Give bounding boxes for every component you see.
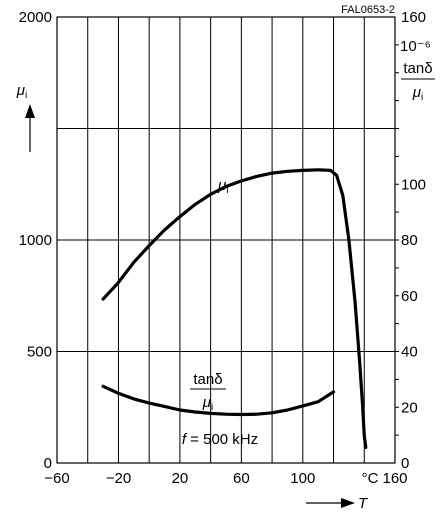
series-line-tan-delta bbox=[101, 384, 336, 417]
right-axis-label-numerator: tanδ bbox=[403, 60, 432, 77]
left-axis-label-mu: μi bbox=[16, 82, 27, 101]
x-tick-label: 160 bbox=[382, 470, 407, 487]
y-right-tick-label: 0 bbox=[401, 455, 409, 472]
right-axis-label-denominator: μi bbox=[412, 84, 423, 103]
series-line-mu-i bbox=[101, 168, 368, 449]
y-right-tick-label: 100 bbox=[401, 176, 426, 193]
right-axis-scale-label: 10⁻⁶ bbox=[400, 38, 431, 55]
left-axis-label: μi bbox=[16, 82, 35, 152]
y-right-tick-label: 60 bbox=[401, 288, 418, 305]
y-right-tick-label: 80 bbox=[401, 232, 418, 249]
left-axis-arrow-head bbox=[25, 104, 35, 118]
plot-frame bbox=[56, 16, 396, 464]
x-tick-label: 60 bbox=[233, 470, 250, 487]
series-label-tan-delta-denominator: μi bbox=[202, 394, 213, 413]
series-group bbox=[101, 168, 368, 449]
series-label-tan-delta-numerator: tanδ bbox=[193, 371, 222, 388]
grid bbox=[57, 17, 399, 463]
y-left-tick-label: 2000 bbox=[19, 9, 52, 26]
series-label-mu-i: μi bbox=[217, 177, 228, 196]
condition-label: f = 500 kHz bbox=[182, 431, 258, 448]
x-unit-label: °C bbox=[362, 470, 379, 487]
series-label-tan-delta: tanδ μi bbox=[190, 371, 226, 413]
y-left-tick-label: 1000 bbox=[19, 232, 52, 249]
y-right-tick-label: 40 bbox=[401, 344, 418, 361]
x-tick-label: −20 bbox=[106, 470, 131, 487]
right-axis-label: tanδ μi bbox=[401, 60, 435, 103]
y-right-tick-label: 20 bbox=[401, 399, 418, 416]
x-tick-label: 100 bbox=[290, 470, 315, 487]
labels-group: −60 −20 20 60 100 160°C0500100020000204060801… bbox=[19, 9, 426, 487]
figure-ref: FAL0653-2 bbox=[341, 4, 395, 16]
x-axis-arrow-head bbox=[341, 498, 355, 508]
y-left-tick-label: 0 bbox=[44, 455, 52, 472]
x-tick-label: −60 bbox=[44, 470, 69, 487]
y-right-tick-label: 160 bbox=[401, 9, 426, 26]
x-axis-label: T bbox=[306, 495, 369, 512]
y-left-tick-label: 500 bbox=[27, 344, 52, 361]
x-axis-label-text: T bbox=[358, 495, 369, 512]
x-tick-label: 20 bbox=[172, 470, 189, 487]
